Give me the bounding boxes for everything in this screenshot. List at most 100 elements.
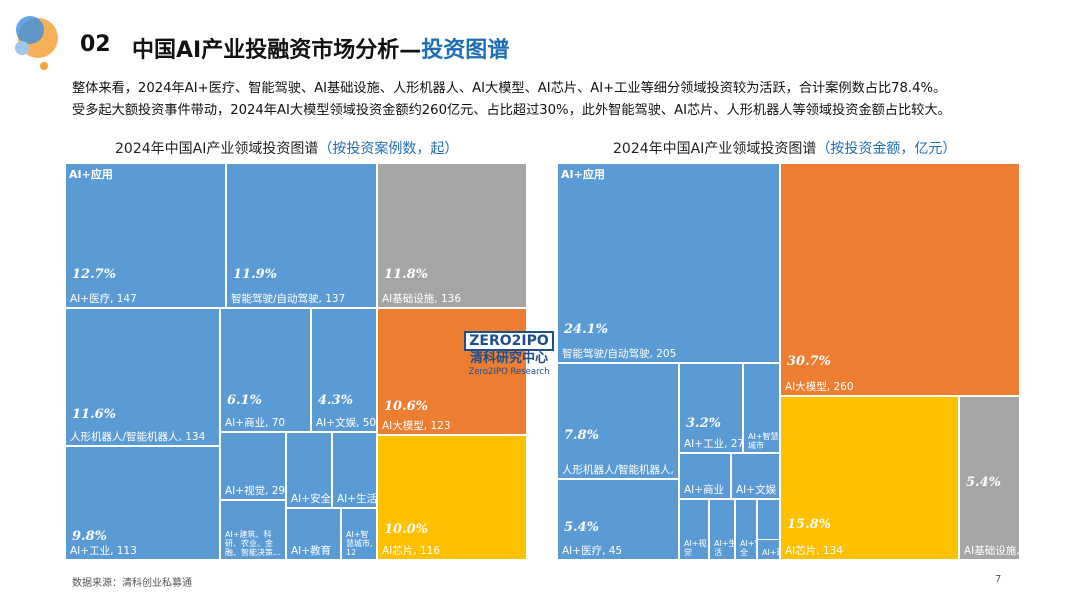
treemap-cell: AI+建筑、科研、农业、金融、智能决策... — [220, 500, 286, 560]
treemap-cell-label: AI基础设施, 136 — [382, 293, 461, 305]
treemap-cell: 5.4% AI基础设施, 46 — [959, 396, 1020, 560]
treemap-cell-label: AI+建筑、科研、农业、金融、智能决策... — [225, 530, 281, 557]
treemap-cell-percent: 5.4% — [966, 475, 1001, 490]
treemap-cell-percent: 11.6% — [72, 407, 117, 422]
treemap-cell: AI+生活 — [709, 499, 735, 560]
treemap-cell: AI+文娱 — [731, 453, 780, 499]
treemap-cell-percent: 7.8% — [564, 428, 599, 443]
treemap-cell: 9.8% AI+工业, 113 — [65, 446, 220, 560]
treemap-cell-percent: 10.0% — [384, 522, 429, 537]
treemap-cell-label: AI+安全 — [740, 539, 756, 557]
zero2ipo-logo: ZERO2IPO 清科研究中心 Zero2IPO Research — [460, 330, 558, 377]
treemap-cell: 10.0% AI芯片, 116 — [377, 435, 527, 560]
treemap-cell-percent: 9.8% — [72, 529, 107, 544]
treemap-cell: AI+建... — [757, 539, 780, 560]
treemap-cell-label: AI+商业 — [684, 484, 725, 496]
treemap-cell: 12.7% AI+医疗, 147 — [65, 163, 226, 308]
chart-title-cases: 2024年中国AI产业领域投资图谱（按投资案例数，起） — [115, 138, 458, 158]
treemap-cell-percent: 5.4% — [564, 520, 599, 535]
section-number: 02 — [80, 32, 111, 57]
page-title-highlight: 投资图谱 — [421, 38, 510, 63]
treemap-cell-label: AI+文娱 — [736, 484, 777, 496]
treemap-cell-label: AI+工业, 113 — [70, 545, 137, 557]
treemap-cell: 11.8% AI基础设施, 136 — [377, 163, 527, 308]
treemap-cell-percent: 6.1% — [227, 393, 262, 408]
treemap-cell-label: AI+医疗, 45 — [562, 545, 623, 557]
zero2ipo-logo-cn: 清科研究中心 — [469, 351, 548, 366]
treemap-cell-percent: 3.2% — [686, 416, 721, 431]
summary-text: 整体来看，2024年AI+医疗、智能驾驶、AI基础设施、人形机器人、AI大模型、… — [72, 78, 1012, 122]
treemap-cell: 11.9% 智能驾驶/自动驾驶, 137 — [226, 163, 377, 308]
treemap-cell-percent: 10.6% — [384, 399, 429, 414]
summary-line-2: 受多起大额投资事件带动，2024年AI大模型领域投资金额约260亿元、占比超过3… — [72, 103, 951, 118]
treemap-cell-percent: 15.8% — [787, 517, 832, 532]
treemap-cell-label: AI+视觉 — [684, 539, 707, 557]
treemap-cell-label: AI+生活 — [714, 539, 735, 557]
treemap-cell: AI+视觉 — [679, 499, 709, 560]
treemap-group-label: AI+应用 — [557, 163, 647, 183]
treemap-by-cases: 12.7% AI+医疗, 147 11.9% 智能驾驶/自动驾驶, 137 11.8% A… — [65, 163, 527, 560]
page-title-main: 中国AI产业投融资市场分析— — [132, 38, 422, 63]
treemap-cell: AI+商业 — [679, 453, 731, 499]
treemap-cell-label: AI+安全 — [291, 493, 332, 505]
treemap-cell: AI+智慧城市 — [743, 363, 780, 453]
treemap-cell-label: 智能驾驶/自动驾驶, 205 — [562, 348, 677, 360]
chart-subtitle-amount: （按投资金额，亿元） — [816, 141, 957, 157]
treemap-cell-label: AI+建... — [762, 548, 779, 557]
treemap-cell: AI+安全 — [286, 432, 332, 508]
zero2ipo-logo-box: ZERO2IPO — [464, 331, 554, 351]
treemap-cell: AI+视觉, 29 — [220, 432, 286, 500]
treemap-cell-label: AI+智慧城市, 12 — [346, 530, 373, 557]
treemap-cell-label: AI大模型, 123 — [382, 420, 451, 432]
treemap-cell-label: AI+医疗, 147 — [70, 293, 137, 305]
chart-title-amount: 2024年中国AI产业领域投资图谱（按投资金额，亿元） — [613, 138, 956, 158]
treemap-cell: 30.7% AI大模型, 260 — [780, 163, 1020, 396]
zero2ipo-logo-en: Zero2IPO Research — [468, 367, 550, 377]
treemap-cell-label: AI+文娱, 50 — [316, 417, 377, 429]
treemap-cell-label: AI+生活 — [337, 493, 377, 505]
treemap-cell: 3.2% AI+工业, 27 — [679, 363, 743, 453]
treemap-cell-percent: 4.3% — [318, 393, 353, 408]
treemap-cell-label: AI芯片, 134 — [785, 545, 843, 557]
treemap-by-amount: 24.1% 智能驾驶/自动驾驶, 205 30.7% AI大模型, 260 7.8% 人形… — [557, 163, 1020, 560]
treemap-group-label-text: AI+应用 — [69, 168, 113, 181]
data-source: 数据来源：清科创业私募通 — [72, 578, 192, 589]
treemap-cell-label: 人形机器人/智能机器人, 66 — [562, 464, 679, 476]
treemap-cell: 7.8% 人形机器人/智能机器人, 66 — [557, 363, 679, 479]
treemap-cell-label: 人形机器人/智能机器人, 134 — [70, 431, 206, 443]
treemap-cell: 4.3% AI+文娱, 50 — [311, 308, 377, 432]
treemap-group-label: AI+应用 — [65, 163, 155, 183]
treemap-cell-percent: 11.9% — [233, 267, 278, 282]
brand-dots-icon — [15, 16, 58, 70]
treemap-cell-label: AI+商业, 70 — [225, 417, 286, 429]
treemap-cell: 10.6% AI大模型, 123 — [377, 308, 527, 435]
treemap-cell-label: 智能驾驶/自动驾驶, 137 — [231, 293, 346, 305]
treemap-cell: 24.1% 智能驾驶/自动驾驶, 205 — [557, 163, 780, 363]
treemap-cell: 6.1% AI+商业, 70 — [220, 308, 311, 432]
treemap-cell-label: AI基础设施, 46 — [964, 545, 1020, 557]
summary-line-1: 整体来看，2024年AI+医疗、智能驾驶、AI基础设施、人形机器人、AI大模型、… — [72, 81, 947, 96]
page-number: 7 — [995, 574, 1002, 585]
chart-subtitle-cases: （按投资案例数，起） — [318, 141, 459, 157]
treemap-cell: 11.6% 人形机器人/智能机器人, 134 — [65, 308, 220, 446]
treemap-cell-percent: 11.8% — [384, 267, 429, 282]
treemap-cell-label: AI+视觉, 29 — [225, 485, 286, 497]
treemap-cell: 5.4% AI+医疗, 45 — [557, 479, 679, 560]
chart-title-cases-main: 2024年中国AI产业领域投资图谱 — [115, 141, 319, 157]
chart-title-amount-main: 2024年中国AI产业领域投资图谱 — [613, 141, 817, 157]
treemap-cell-label: AI+智慧城市 — [748, 432, 779, 450]
treemap-group-label-text: AI+应用 — [561, 168, 605, 181]
treemap-cell: AI+教育 — [286, 508, 341, 560]
treemap-cell: AI+智慧城市, 12 — [341, 508, 377, 560]
treemap-cell-label: AI芯片, 116 — [382, 545, 440, 557]
treemap-cell-percent: 30.7% — [787, 354, 832, 369]
treemap-cell: AI+生活 — [332, 432, 377, 508]
treemap-cell: AI+安全 — [735, 499, 757, 560]
page-title: 中国AI产业投融资市场分析—投资图谱 — [132, 32, 509, 64]
treemap-cell-label: AI大模型, 260 — [785, 381, 854, 393]
treemap-cell-percent: 12.7% — [72, 267, 117, 282]
treemap-cell-label: AI+教育 — [291, 545, 332, 557]
treemap-cell: 15.8% AI芯片, 134 — [780, 396, 959, 560]
treemap-cell-label: AI+工业, 27 — [684, 438, 743, 450]
treemap-cell-percent: 24.1% — [564, 322, 609, 337]
